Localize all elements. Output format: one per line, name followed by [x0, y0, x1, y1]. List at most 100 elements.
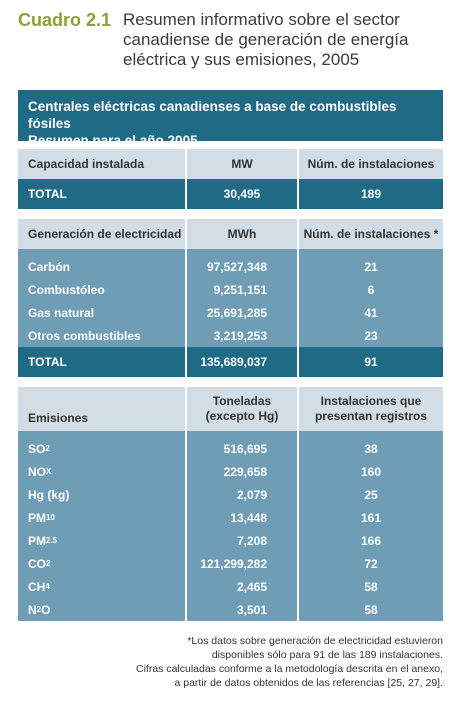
- row-label: CO 2: [18, 552, 185, 575]
- generation-header-label: Generación de electricidad: [18, 219, 185, 249]
- row-label: Gas natural: [18, 301, 185, 324]
- row-spacer: [18, 431, 443, 437]
- row-label: Combustóleo: [18, 278, 185, 301]
- row-count: 160: [297, 460, 443, 483]
- pollutant-name: Hg (kg): [28, 487, 70, 502]
- pollutant-name: NO: [28, 464, 46, 479]
- row-value: 121,299,282: [185, 552, 297, 575]
- pollutant-subscript: 2: [36, 605, 42, 614]
- emissions-header-unit: Toneladas (excepto Hg): [185, 387, 297, 431]
- pollutant-subscript: 4: [45, 582, 50, 591]
- row-count: 23: [297, 324, 443, 347]
- row-count: 25: [297, 483, 443, 506]
- capacity-total-value: 30,495: [185, 179, 297, 209]
- footnote-line: disponibles sólo para 91 de las 189 inst…: [211, 649, 443, 661]
- summary-table: Centrales eléctricas canadienses a base …: [18, 90, 443, 621]
- row-label: Carbón: [18, 255, 185, 278]
- table-row: Combustóleo 9,251,151 6: [18, 278, 443, 301]
- row-label: SO 2: [18, 437, 185, 460]
- pollutant-subscript: X: [46, 467, 52, 476]
- row-count: 161: [297, 506, 443, 529]
- row-count: 41: [297, 301, 443, 324]
- row-count: 58: [297, 598, 443, 621]
- row-value: 2,465: [185, 575, 297, 598]
- pollutant-name: PM: [28, 510, 46, 525]
- row-value: 516,695: [185, 437, 297, 460]
- row-value: 3,501: [185, 598, 297, 621]
- footnote-line: Cifras calculadas conforme a la metodolo…: [135, 663, 443, 675]
- row-label: Hg (kg): [18, 483, 185, 506]
- generation-header-unit: MWh: [185, 219, 297, 249]
- pollutant-subscript: 10: [46, 513, 55, 522]
- capacity-header-row: Capacidad instalada MW Núm. de instalaci…: [18, 149, 443, 179]
- table-title-line2: Resumen para el año 2005: [28, 133, 198, 148]
- row-label: NO X: [18, 460, 185, 483]
- generation-total-value: 135,689,037: [185, 347, 297, 377]
- emissions-header-label: Emisiones: [18, 387, 185, 431]
- pollutant-name: PM: [28, 533, 46, 548]
- table-row: CH 4 2,465 58: [18, 575, 443, 598]
- pollutant-name-suffix: O: [41, 602, 51, 617]
- row-count: 38: [297, 437, 443, 460]
- pollutant-name: N: [28, 602, 37, 617]
- pollutant-subscript: 2: [46, 559, 51, 568]
- row-count: 166: [297, 529, 443, 552]
- table-row: PM 2.5 7,208 166: [18, 529, 443, 552]
- pollutant-name: CH: [28, 579, 46, 594]
- spacer: [18, 377, 443, 387]
- row-label: PM 2.5: [18, 529, 185, 552]
- row-count: 58: [297, 575, 443, 598]
- emissions-header-row: Emisiones Toneladas (excepto Hg) Instala…: [18, 387, 443, 431]
- row-value: 97,527,348: [185, 255, 297, 278]
- row-value: 9,251,151: [185, 278, 297, 301]
- table-row: CO 2 121,299,282 72: [18, 552, 443, 575]
- caption-title: Resumen informativo sobre el sector cana…: [123, 10, 409, 69]
- capacity-header-count: Núm. de instalaciones: [297, 149, 443, 179]
- footnote-line: a partir de datos obtenidos de las refer…: [174, 677, 443, 689]
- table-row: Otros combustibles 3,219,253 23: [18, 324, 443, 347]
- table-row: NO X 229,658 160: [18, 460, 443, 483]
- generation-total-count: 91: [297, 347, 443, 377]
- row-value: 3,219,253: [185, 324, 297, 347]
- row-count: 72: [297, 552, 443, 575]
- table-row: SO 2 516,695 38: [18, 437, 443, 460]
- row-value: 229,658: [185, 460, 297, 483]
- capacity-header-label: Capacidad instalada: [18, 149, 185, 179]
- table-title: Centrales eléctricas canadienses a base …: [18, 90, 443, 148]
- generation-total-row: TOTAL 135,689,037 91: [18, 347, 443, 377]
- caption-label: Cuadro 2.1: [18, 10, 112, 30]
- generation-total-label: TOTAL: [18, 347, 185, 377]
- row-label: Otros combustibles: [18, 324, 185, 347]
- footnote-line: *Los datos sobre generación de electrici…: [187, 635, 443, 647]
- row-value: 2,079: [185, 483, 297, 506]
- row-value: 13,448: [185, 506, 297, 529]
- generation-header-count: Núm. de instalaciones *: [297, 219, 443, 249]
- footnotes: *Los datos sobre generación de electrici…: [18, 634, 443, 690]
- table-row: Gas natural 25,691,285 41: [18, 301, 443, 324]
- row-value: 25,691,285: [185, 301, 297, 324]
- table-row: Hg (kg) 2,079 25: [18, 483, 443, 506]
- pollutant-subscript: 2: [45, 444, 50, 453]
- row-count: 6: [297, 278, 443, 301]
- row-count: 21: [297, 255, 443, 278]
- capacity-total-row: TOTAL 30,495 189: [18, 179, 443, 209]
- row-value: 7,208: [185, 529, 297, 552]
- pollutant-name: CO: [28, 556, 46, 571]
- row-spacer: [18, 249, 443, 255]
- pollutant-name: SO: [28, 441, 46, 456]
- table-row: PM 10 13,448 161: [18, 506, 443, 529]
- table-title-line1: Centrales eléctricas canadienses a base …: [28, 99, 397, 131]
- table-row: Carbón 97,527,348 21: [18, 255, 443, 278]
- generation-header-row: Generación de electricidad MWh Núm. de i…: [18, 219, 443, 249]
- emissions-header-count: Instalaciones que presentan registros: [297, 387, 443, 431]
- capacity-total-count: 189: [297, 179, 443, 209]
- spacer: [18, 141, 443, 149]
- capacity-total-label: TOTAL: [18, 179, 185, 209]
- pollutant-subscript: 2.5: [46, 536, 58, 545]
- row-label: CH 4: [18, 575, 185, 598]
- capacity-header-unit: MW: [185, 149, 297, 179]
- spacer: [18, 209, 443, 219]
- row-label: PM 10: [18, 506, 185, 529]
